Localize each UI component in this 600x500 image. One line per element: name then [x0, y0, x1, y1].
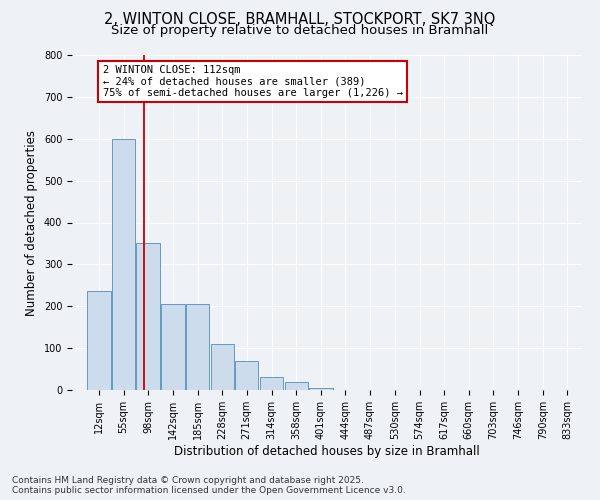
Bar	[309, 388, 332, 390]
X-axis label: Distribution of detached houses by size in Bramhall: Distribution of detached houses by size …	[174, 444, 480, 458]
Bar	[186, 304, 209, 390]
Bar	[88, 291, 110, 390]
Bar	[211, 344, 234, 390]
Text: Contains HM Land Registry data © Crown copyright and database right 2025.
Contai: Contains HM Land Registry data © Crown c…	[12, 476, 406, 495]
Bar	[161, 304, 185, 390]
Y-axis label: Number of detached properties: Number of detached properties	[25, 130, 38, 316]
Text: Size of property relative to detached houses in Bramhall: Size of property relative to detached ho…	[112, 24, 488, 37]
Text: 2, WINTON CLOSE, BRAMHALL, STOCKPORT, SK7 3NQ: 2, WINTON CLOSE, BRAMHALL, STOCKPORT, SK…	[104, 12, 496, 28]
Bar	[112, 138, 135, 390]
Bar	[284, 382, 308, 390]
Text: 2 WINTON CLOSE: 112sqm
← 24% of detached houses are smaller (389)
75% of semi-de: 2 WINTON CLOSE: 112sqm ← 24% of detached…	[103, 65, 403, 98]
Bar	[260, 378, 283, 390]
Bar	[235, 360, 259, 390]
Bar	[136, 244, 160, 390]
